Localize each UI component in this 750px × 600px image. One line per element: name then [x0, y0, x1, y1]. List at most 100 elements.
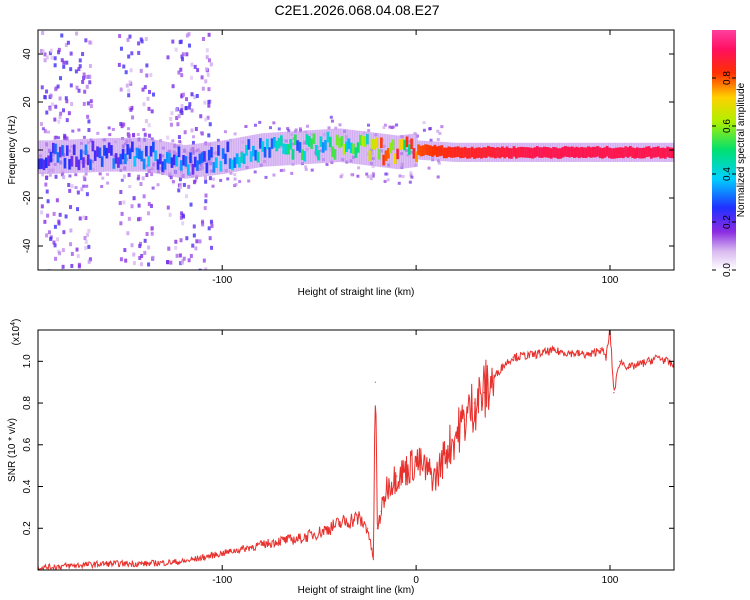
snr-data-point	[619, 360, 621, 362]
spectrogram-spread-cell	[365, 172, 369, 176]
spectrogram-noise-cell	[49, 48, 53, 53]
spectrogram-ridge-halo	[291, 131, 295, 165]
spectrogram-ridge-cell	[312, 133, 316, 144]
spectrogram-ridge-halo	[242, 136, 246, 171]
spectrogram-noise-cell	[175, 116, 179, 121]
spectrogram-noise-cell	[53, 63, 57, 68]
spectrogram-ridge-cell	[663, 148, 667, 159]
spectrogram-ridge-halo	[186, 144, 190, 179]
spectrogram-ridge-cell	[154, 150, 158, 162]
spectrogram-ridge-cell	[431, 146, 435, 157]
spectrogram-noise-cell	[142, 194, 146, 199]
snr-data-point	[454, 435, 456, 438]
spectrogram-noise-cell	[201, 37, 205, 42]
snr-data-point	[240, 548, 243, 550]
spectrogram-spread-cell	[71, 129, 75, 133]
spectrogram-spread-cell	[41, 127, 45, 131]
spectrogram-ridge-cell	[126, 144, 130, 155]
spectrogram-spread-cell	[282, 168, 286, 172]
spectrogram-noise-cell	[166, 205, 170, 210]
spectrogram-noise-cell	[132, 261, 136, 266]
spectrogram-spread-cell	[428, 127, 432, 131]
spectrogram-ridge-cell	[170, 157, 174, 168]
spectrogram-noise-cell	[56, 237, 60, 242]
spectrogram-ridge-cell	[598, 147, 602, 159]
spectrogram-ridge-cell	[263, 146, 267, 158]
spectrogram-spread-cell	[100, 184, 104, 188]
spectrogram-noise-cell	[185, 236, 189, 241]
chart-title: C2E1.2026.068.04.08.E27	[274, 2, 439, 18]
spectrogram-noise-cell	[127, 93, 131, 98]
spectrogram-ridge-cell	[86, 154, 90, 166]
spectrogram-ridge-cell	[445, 147, 449, 159]
spectrogram-spread-cell	[369, 177, 373, 181]
spectrogram-ridge-cell	[594, 146, 598, 158]
spectrogram-spread-cell	[120, 178, 124, 182]
spectrogram-spread-cell	[401, 175, 405, 179]
snr-data-point	[260, 544, 262, 546]
spectrogram-ridge-halo	[359, 130, 363, 165]
snr-data-point	[531, 354, 534, 356]
spectrogram-ridge-cell	[49, 151, 53, 163]
spectrogram-ridge-cell	[268, 147, 272, 158]
spectrogram-ridge-cell	[275, 140, 279, 152]
spectrogram-ridge-halo	[117, 138, 121, 172]
spectrogram-noise-cell	[127, 172, 131, 177]
spectrogram-spread-cell	[436, 129, 440, 133]
spectrogram-noise-cell	[174, 245, 178, 250]
spectrogram-noise-cell	[171, 39, 175, 44]
spectrogram-spread-cell	[108, 133, 112, 137]
spectrogram-ridge-halo	[273, 132, 277, 167]
spectrogram-ridge-cell	[226, 141, 230, 153]
spectrogram-noise-cell	[88, 74, 92, 79]
spectrogram-ridge-cell	[391, 139, 395, 151]
spectrogram-ridge-cell	[454, 146, 458, 158]
spectrogram-ridge-halo	[375, 132, 379, 167]
spectrogram-noise-cell	[67, 111, 71, 116]
spectrogram-spread-cell	[384, 172, 388, 176]
snr-data-point	[202, 556, 204, 559]
spectrogram-noise-cell	[141, 87, 145, 92]
spectrogram-spread-cell	[371, 174, 375, 178]
spectrogram-noise-cell	[80, 187, 84, 192]
spectrogram-noise-cell	[207, 133, 211, 138]
spectrogram-noise-cell	[89, 104, 93, 109]
spectrogram-spread-cell	[409, 173, 413, 177]
spectrogram-spread-cell	[390, 126, 394, 130]
spectrogram-noise-cell	[169, 175, 173, 180]
spectrogram-ridge-cell	[40, 158, 44, 169]
spectrogram-ridge-cell	[198, 153, 202, 165]
spectrogram-ridge-cell	[61, 145, 65, 156]
spectrogram-ridge-halo	[231, 138, 235, 173]
spectrogram-ridge-cell	[473, 148, 477, 159]
spectrogram-ridge-cell	[629, 145, 633, 157]
spectrogram-cells	[38, 30, 674, 270]
spectrogram-ridge-cell	[501, 146, 505, 158]
spectrogram-ridge-cell	[254, 149, 258, 161]
spectrogram-spread-cell	[74, 173, 78, 177]
spectrogram-noise-cell	[76, 190, 80, 195]
spectrogram-noise-cell	[69, 242, 73, 247]
spectrogram-ridge-cell	[603, 147, 607, 158]
spectrogram-noise-cell	[57, 50, 61, 55]
spectrogram-ridge-cell	[466, 148, 470, 159]
spectrogram-ridge-cell	[556, 148, 560, 159]
spectrogram-ridge-cell	[575, 146, 579, 158]
spectrogram-spread-cell	[369, 174, 373, 178]
spectrogram-spread-cell	[304, 167, 308, 171]
spectrogram-noise-cell	[83, 89, 87, 94]
spectrogram-noise-cell	[143, 132, 147, 137]
spectrogram-ridge-cell	[63, 157, 67, 169]
spectrogram-noise-cell	[206, 72, 210, 77]
spectrogram-spread-cell	[286, 127, 290, 131]
spectrogram-noise-cell	[166, 55, 170, 60]
spectrogram-ridge-halo	[233, 138, 237, 172]
spectrogram-spread-cell	[298, 127, 302, 131]
spectrogram-noise-cell	[210, 245, 214, 250]
spectrogram-spread-cell	[179, 182, 183, 186]
spectrogram-spread-cell	[339, 175, 343, 179]
spectrogram-ridge-cell	[463, 146, 467, 158]
spectrogram-noise-cell	[147, 133, 151, 138]
snr-y-scale-suffix: )	[11, 319, 22, 322]
spectrogram-spread-cell	[304, 165, 308, 169]
